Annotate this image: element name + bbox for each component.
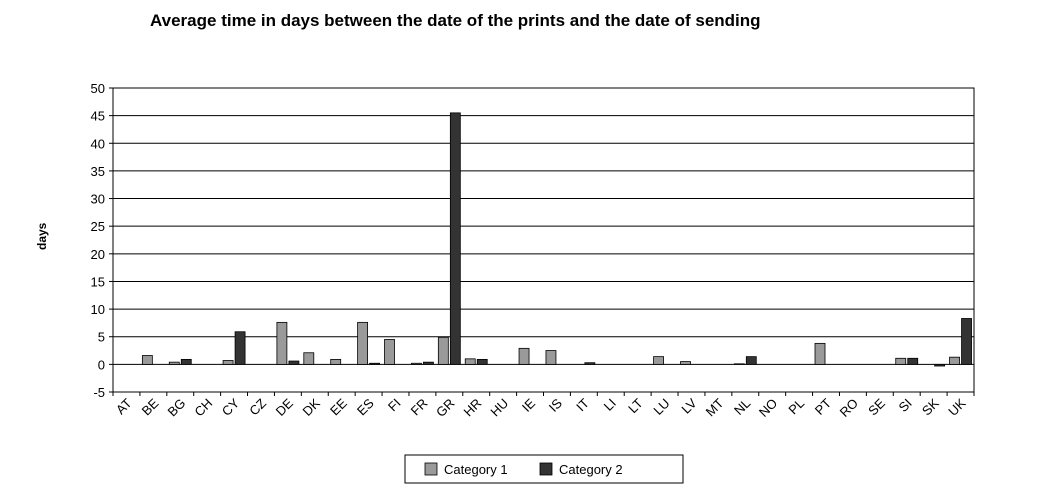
bar-lu-series-1 xyxy=(653,356,664,365)
bar-sk-series-2 xyxy=(934,363,946,367)
x-tick-label: BG xyxy=(164,396,188,420)
x-tick-label: LU xyxy=(650,396,672,418)
x-tick-label: AT xyxy=(113,395,135,417)
bar-es-series-2 xyxy=(369,362,381,365)
x-tick-label: LI xyxy=(601,396,619,414)
bar-uk-series-2 xyxy=(961,318,972,365)
y-tick-label: 20 xyxy=(91,247,105,262)
bar-is-series-1 xyxy=(545,350,557,365)
bar-fi-series-1 xyxy=(384,339,395,365)
bars xyxy=(141,112,972,367)
bar-it-series-2 xyxy=(584,362,596,365)
bar-es-series-1 xyxy=(357,321,369,365)
y-tick-label: 50 xyxy=(91,81,105,96)
legend-label-series-2: Category 2 xyxy=(559,462,623,477)
x-tick-label: HR xyxy=(460,396,484,420)
x-tick-label: NO xyxy=(756,396,780,420)
y-tick-label: 30 xyxy=(91,192,105,207)
x-tick-label: IT xyxy=(573,395,592,414)
x-tick-label: LT xyxy=(625,395,646,416)
bar-si-series-2 xyxy=(907,357,919,365)
bar-fr-series-1 xyxy=(411,362,422,365)
legend-label-series-1: Category 1 xyxy=(444,462,508,477)
x-tick-label: HU xyxy=(487,396,511,420)
y-axis-ticks: -5 0 5 10 15 20 25 30 35 40 45 50 xyxy=(91,81,113,400)
bar-dk-series-1 xyxy=(303,352,315,365)
bar-ee-series-1 xyxy=(330,358,342,365)
bar-gr-series-2 xyxy=(449,112,461,365)
bar-cy-series-1 xyxy=(222,360,234,365)
x-tick-label: LV xyxy=(678,395,699,416)
x-tick-label: CH xyxy=(191,396,215,420)
bar-bg-series-2 xyxy=(180,358,192,365)
x-tick-label: DK xyxy=(300,395,324,419)
bar-fr-series-2 xyxy=(423,361,434,365)
x-tick-label: SK xyxy=(919,395,942,418)
legend: Category 1 Category 2 xyxy=(404,454,684,484)
y-tick-label: 45 xyxy=(91,109,105,124)
x-tick-label: IS xyxy=(546,395,566,415)
bar-bg-series-1 xyxy=(168,361,180,365)
x-tick-label: SI xyxy=(896,396,915,415)
x-tick-label: CY xyxy=(219,395,243,419)
bar-be-series-1 xyxy=(141,355,153,365)
x-tick-label: MT xyxy=(703,395,727,419)
x-tick-label: BE xyxy=(139,395,162,418)
y-tick-label: 10 xyxy=(91,302,105,317)
bar-nl-series-2 xyxy=(745,356,757,365)
y-tick-label: 15 xyxy=(91,274,105,289)
bar-ie-series-1 xyxy=(518,347,530,365)
y-tick-label: 35 xyxy=(91,164,105,179)
x-tick-label: RO xyxy=(837,396,861,420)
x-tick-label: DE xyxy=(273,395,297,419)
bar-hr-series-2 xyxy=(476,358,488,365)
bar-uk-series-1 xyxy=(949,356,960,365)
x-tick-label: GR xyxy=(433,396,457,420)
bar-hr-series-1 xyxy=(464,358,476,365)
x-tick-label: CZ xyxy=(246,395,269,418)
x-tick-label: PL xyxy=(785,396,807,418)
x-tick-label: FR xyxy=(408,396,431,419)
bar-si-series-1 xyxy=(895,357,907,365)
x-axis-ticks: AT BE BG CH CY CZ DE DK EE ES FI FR GR HR HU IE IS IT LI LT… xyxy=(112,392,975,420)
chart-title: Average time in days between the date of… xyxy=(150,11,761,30)
x-tick-label: EE xyxy=(327,395,350,418)
y-tick-label: 40 xyxy=(91,136,105,151)
bar-de-series-2 xyxy=(288,360,300,365)
x-tick-label: SE xyxy=(865,395,888,418)
bar-cy-series-2 xyxy=(234,331,246,365)
bar-gr-series-1 xyxy=(437,336,449,365)
bar-nl-series-1 xyxy=(733,363,745,365)
x-tick-label: NL xyxy=(731,396,753,418)
x-tick-label: IE xyxy=(519,395,539,415)
x-tick-label: PT xyxy=(812,395,834,417)
x-tick-label: UK xyxy=(945,395,969,419)
bar-pt-series-1 xyxy=(814,342,826,365)
y-tick-label: 0 xyxy=(98,357,105,372)
legend-swatch-series-1 xyxy=(424,462,438,476)
y-tick-label: 25 xyxy=(91,219,105,234)
bar-lv-series-1 xyxy=(680,361,691,365)
y-tick-label: -5 xyxy=(93,385,105,400)
x-tick-label: FI xyxy=(385,396,404,415)
y-tick-label: 5 xyxy=(98,330,105,345)
x-tick-label: ES xyxy=(354,395,377,418)
legend-swatch-series-2 xyxy=(539,462,553,476)
bar-de-series-1 xyxy=(276,321,288,365)
